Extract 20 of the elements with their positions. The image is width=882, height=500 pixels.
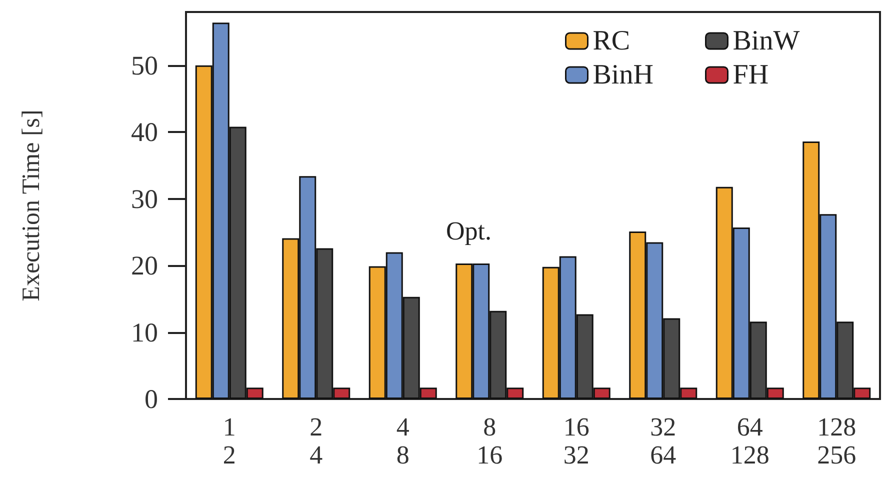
y-tick-label: 30 [131, 184, 158, 214]
x-tick-label: 1 2 [222, 412, 236, 470]
y-tick-label: 10 [131, 317, 158, 348]
y-tick-label: 40 [131, 117, 158, 148]
y-tick-label: 20 [131, 250, 158, 281]
legend-label: RC [592, 26, 630, 56]
x-tick-label: 8 16 [476, 412, 503, 470]
x-tick-label: 32 64 [650, 412, 676, 470]
x-tick-label: 16 32 [563, 412, 590, 470]
legend-label: BinW [732, 26, 800, 56]
y-axis-title: Execution Time [s] [18, 110, 45, 302]
x-tick-label: 4 8 [396, 412, 410, 470]
annotation: Opt. [446, 216, 492, 246]
x-tick-label: 2 4 [310, 412, 323, 470]
y-tick-label: 0 [144, 384, 158, 414]
x-tick-label: 64 128 [730, 412, 770, 470]
legend-label: FH [732, 60, 769, 90]
x-tick-label: 128 256 [817, 412, 856, 470]
y-tick-label: 50 [131, 50, 158, 80]
legend-label: BinH [592, 60, 654, 90]
